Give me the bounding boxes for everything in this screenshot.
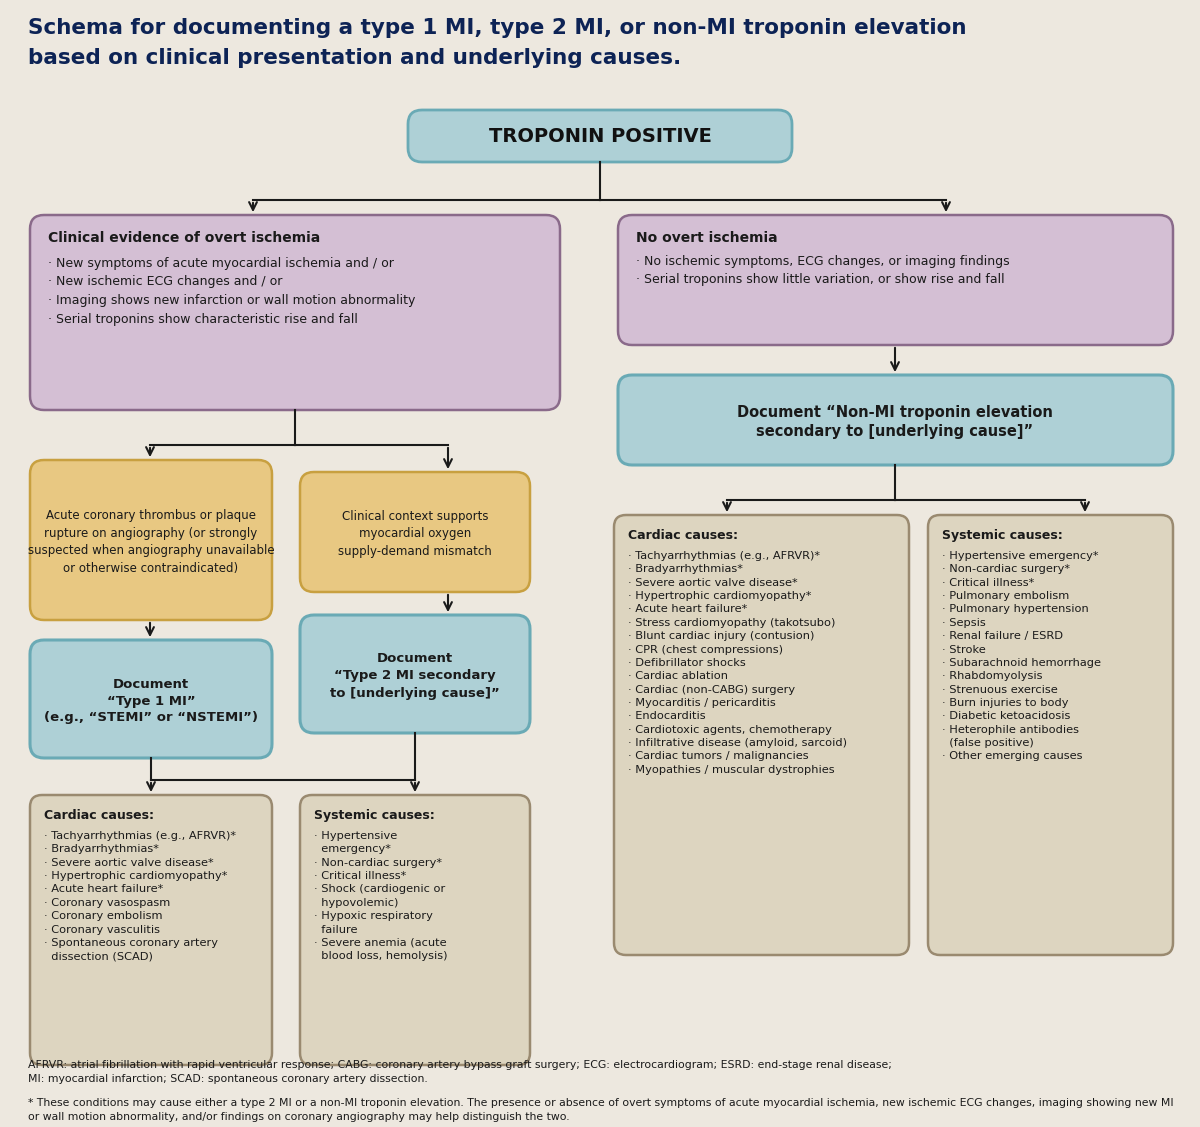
FancyBboxPatch shape xyxy=(300,795,530,1065)
Text: · Tachyarrhythmias (e.g., AFRVR)*
· Bradyarrhythmias*
· Severe aortic valve dise: · Tachyarrhythmias (e.g., AFRVR)* · Brad… xyxy=(44,831,236,961)
Text: · New symptoms of acute myocardial ischemia and / or
· New ischemic ECG changes : · New symptoms of acute myocardial ische… xyxy=(48,257,415,326)
FancyBboxPatch shape xyxy=(30,795,272,1065)
FancyBboxPatch shape xyxy=(300,472,530,592)
Text: TROPONIN POSITIVE: TROPONIN POSITIVE xyxy=(488,127,712,147)
Text: Acute coronary thrombus or plaque
rupture on angiography (or strongly
suspected : Acute coronary thrombus or plaque ruptur… xyxy=(28,509,275,575)
FancyBboxPatch shape xyxy=(618,375,1174,465)
Text: · No ischemic symptoms, ECG changes, or imaging findings
· Serial troponins show: · No ischemic symptoms, ECG changes, or … xyxy=(636,255,1009,286)
Text: Document “Non-MI troponin elevation
secondary to [underlying cause]”: Document “Non-MI troponin elevation seco… xyxy=(737,405,1052,440)
Text: Cardiac causes:: Cardiac causes: xyxy=(628,529,738,542)
Text: Cardiac causes:: Cardiac causes: xyxy=(44,809,154,822)
Text: Document
“Type 1 MI”
(e.g., “STEMI” or “NSTEMI”): Document “Type 1 MI” (e.g., “STEMI” or “… xyxy=(44,677,258,725)
Text: * These conditions may cause either a type 2 MI or a non-MI troponin elevation. : * These conditions may cause either a ty… xyxy=(28,1098,1174,1121)
Text: · Hypertensive
  emergency*
· Non-cardiac surgery*
· Critical illness*
· Shock (: · Hypertensive emergency* · Non-cardiac … xyxy=(314,831,448,961)
Text: Systemic causes:: Systemic causes: xyxy=(942,529,1063,542)
Text: based on clinical presentation and underlying causes.: based on clinical presentation and under… xyxy=(28,48,682,68)
Text: Document
“Type 2 MI secondary
to [underlying cause]”: Document “Type 2 MI secondary to [underl… xyxy=(330,653,500,700)
FancyBboxPatch shape xyxy=(30,640,272,758)
Text: Clinical context supports
myocardial oxygen
supply-demand mismatch: Clinical context supports myocardial oxy… xyxy=(338,511,492,558)
Text: Systemic causes:: Systemic causes: xyxy=(314,809,434,822)
FancyBboxPatch shape xyxy=(928,515,1174,955)
FancyBboxPatch shape xyxy=(614,515,910,955)
FancyBboxPatch shape xyxy=(408,110,792,162)
Text: AFRVR: atrial fibrillation with rapid ventricular response; CABG: coronary arter: AFRVR: atrial fibrillation with rapid ve… xyxy=(28,1061,892,1083)
Text: Schema for documenting a type 1 MI, type 2 MI, or non-MI troponin elevation: Schema for documenting a type 1 MI, type… xyxy=(28,18,966,38)
Text: · Tachyarrhythmias (e.g., AFRVR)*
· Bradyarrhythmias*
· Severe aortic valve dise: · Tachyarrhythmias (e.g., AFRVR)* · Brad… xyxy=(628,551,847,774)
FancyBboxPatch shape xyxy=(300,615,530,733)
Text: · Hypertensive emergency*
· Non-cardiac surgery*
· Critical illness*
· Pulmonary: · Hypertensive emergency* · Non-cardiac … xyxy=(942,551,1102,762)
FancyBboxPatch shape xyxy=(30,460,272,620)
Text: No overt ischemia: No overt ischemia xyxy=(636,231,778,245)
Text: Clinical evidence of overt ischemia: Clinical evidence of overt ischemia xyxy=(48,231,320,245)
FancyBboxPatch shape xyxy=(30,215,560,410)
FancyBboxPatch shape xyxy=(618,215,1174,345)
